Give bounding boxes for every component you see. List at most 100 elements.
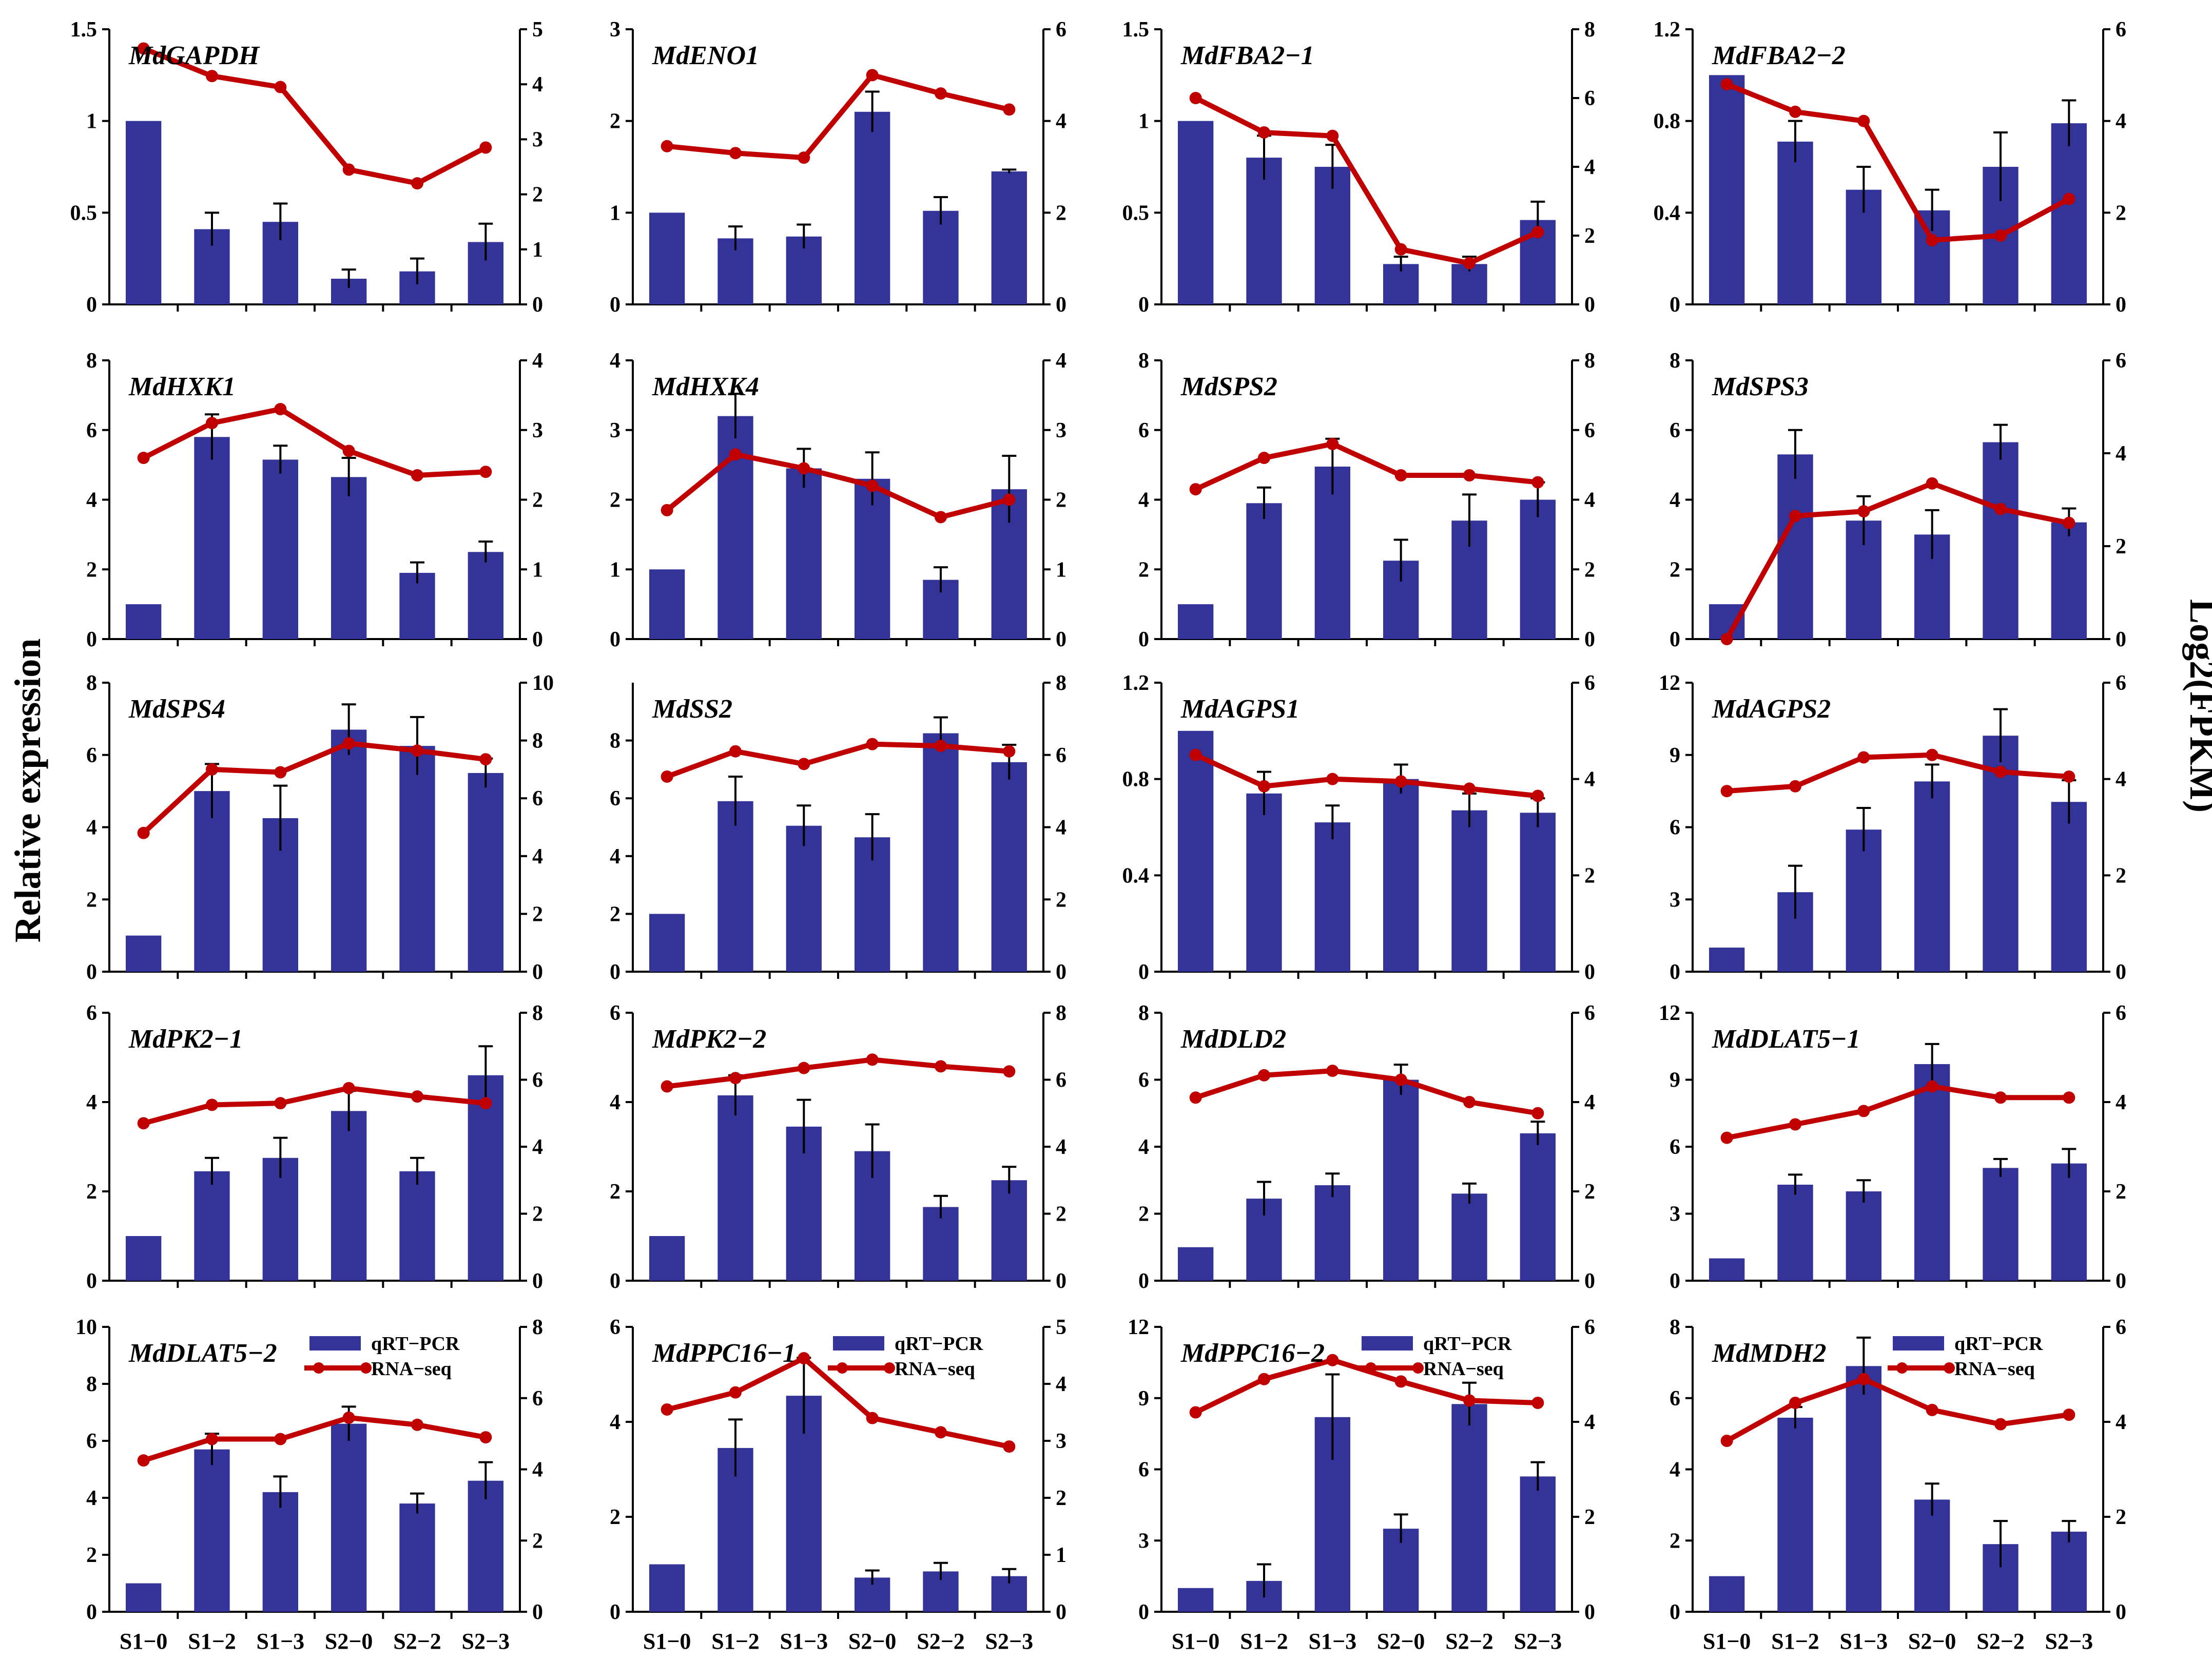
panel-title: MdHXK1 bbox=[128, 372, 236, 401]
y-tick-label-right: 4 bbox=[1584, 1411, 1595, 1434]
bar bbox=[1709, 948, 1745, 972]
y-tick-label-left: 6 bbox=[86, 1001, 97, 1025]
chart-panel: 0 3 6 9 12 0 2 4 6 MdAGPS2 bbox=[1659, 671, 2126, 984]
panel-title: MdDLAT5−2 bbox=[128, 1339, 277, 1368]
bar bbox=[1451, 810, 1487, 972]
line-point bbox=[935, 87, 947, 100]
line-series bbox=[666, 1356, 1010, 1449]
y-tick-label-right: 4 bbox=[532, 845, 543, 869]
y-tick-label-left: 8 bbox=[610, 729, 620, 753]
bar bbox=[1709, 75, 1745, 305]
y-tick-label-left: 4 bbox=[1670, 1458, 1680, 1482]
y-tick-label-right: 2 bbox=[2116, 535, 2126, 558]
chart-panel: 0 2 4 6 8 0 2 4 6 8 10 MdSPS4 bbox=[86, 671, 554, 984]
line-series bbox=[143, 1085, 486, 1126]
bar bbox=[1178, 1588, 1214, 1612]
y-tick-label-left: 2 bbox=[1138, 1203, 1149, 1226]
y-tick-label-right: 2 bbox=[1056, 888, 1066, 912]
y-tick-label-right: 2 bbox=[1056, 1203, 1066, 1226]
x-tick-label: S1−0 bbox=[1703, 1629, 1751, 1654]
bar bbox=[1383, 1079, 1419, 1281]
y-tick-label-right: 2 bbox=[532, 1529, 543, 1553]
y-tick-label-left: 8 bbox=[1670, 349, 1680, 373]
line-point bbox=[798, 1062, 810, 1074]
y-tick-label-right: 6 bbox=[1584, 671, 1595, 695]
line-series bbox=[143, 1415, 487, 1463]
bar bbox=[1314, 1185, 1350, 1281]
y-tick-label-right: 6 bbox=[2116, 1316, 2126, 1339]
y-tick-label-right: 0 bbox=[1056, 293, 1066, 317]
line-point bbox=[935, 740, 947, 753]
panel-title: MdHXK4 bbox=[652, 372, 759, 401]
y-tick-label-right: 0 bbox=[532, 1600, 543, 1624]
chart-panel: 0 1 2 3 0 2 4 6 MdENO1 bbox=[610, 18, 1066, 317]
bar bbox=[331, 1111, 367, 1281]
y-tick-label-right: 2 bbox=[2116, 1506, 2126, 1529]
y-tick-label-right: 2 bbox=[532, 1203, 543, 1226]
y-tick-label-left: 8 bbox=[1670, 1316, 1680, 1339]
panel-title: MdPPC16−2 bbox=[1180, 1339, 1325, 1368]
bar bbox=[1777, 454, 1813, 639]
y-tick-label-left: 3 bbox=[1670, 888, 1680, 912]
panel-title: MdGAPDH bbox=[128, 41, 260, 70]
legend-swatch-bar bbox=[833, 1336, 884, 1351]
bar bbox=[1520, 1476, 1556, 1612]
x-tick-label: S1−0 bbox=[1172, 1629, 1220, 1654]
y-tick-label-right: 4 bbox=[1056, 1135, 1066, 1159]
y-tick-label-right: 6 bbox=[532, 1387, 543, 1411]
line-point bbox=[206, 70, 218, 83]
y-tick-label-right: 2 bbox=[532, 902, 543, 926]
line-point bbox=[1394, 243, 1407, 256]
y-tick-label-left: 1 bbox=[610, 558, 620, 582]
legend-swatch-marker bbox=[1896, 1362, 1908, 1374]
line-point bbox=[137, 826, 150, 839]
y-tick-label-left: 0 bbox=[1138, 1600, 1149, 1624]
panel-title: MdPK2−2 bbox=[652, 1025, 766, 1054]
y-tick-label-left: 4 bbox=[1138, 489, 1149, 512]
chart-panel: 0 3 6 9 12 0 2 4 6 MdDLAT5−1 bbox=[1659, 1001, 2126, 1293]
y-tick-label-left: 3 bbox=[610, 419, 620, 442]
line-point bbox=[866, 69, 879, 82]
bar bbox=[1246, 158, 1282, 304]
bar bbox=[1314, 822, 1350, 972]
line-point bbox=[1326, 1065, 1339, 1077]
y-tick-label-left: 6 bbox=[1138, 1069, 1149, 1092]
y-tick-label-right: 5 bbox=[532, 18, 543, 42]
legend-swatch-bar bbox=[1362, 1336, 1413, 1351]
y-tick-label-left: 0 bbox=[1670, 1600, 1680, 1624]
y-tick-label-left: 3 bbox=[1138, 1529, 1149, 1553]
y-tick-label-right: 4 bbox=[1584, 156, 1595, 179]
line-point bbox=[1326, 129, 1339, 142]
x-tick-label: S1−3 bbox=[1309, 1629, 1357, 1654]
y-tick-label-left: 4 bbox=[610, 349, 620, 373]
y-tick-label-right: 3 bbox=[1056, 419, 1066, 442]
bar bbox=[649, 569, 685, 639]
line-point bbox=[342, 1082, 355, 1094]
legend-label-line: RNA−seq bbox=[371, 1358, 452, 1380]
line-point bbox=[206, 417, 218, 430]
y-tick-label-right: 4 bbox=[532, 1135, 543, 1159]
line-point bbox=[1926, 748, 1938, 761]
line-point bbox=[1003, 745, 1016, 758]
y-tick-label-left: 2 bbox=[86, 1180, 97, 1204]
y-tick-label-left: 10 bbox=[75, 1316, 97, 1339]
line-point bbox=[729, 1386, 742, 1399]
y-tick-label-left: 6 bbox=[1670, 1387, 1680, 1411]
chart-panel: 0 2 4 6 8 0 2 4 6 S1−0 S1−2 S1−3 S2−0 S2−2 S2−3 MdMDH2 q… bbox=[1670, 1316, 2126, 1654]
y-tick-label-right: 0 bbox=[2116, 960, 2126, 984]
line-point bbox=[1994, 503, 2007, 515]
y-tick-label-right: 4 bbox=[2116, 442, 2126, 466]
bar bbox=[331, 1423, 367, 1612]
y-tick-label-right: 10 bbox=[532, 671, 554, 695]
legend-label-line: RNA−seq bbox=[1423, 1358, 1504, 1380]
bar bbox=[1914, 781, 1950, 972]
y-tick-label-left: 0.5 bbox=[1122, 201, 1150, 225]
y-tick-label-left: 4 bbox=[610, 1411, 620, 1434]
line-point bbox=[1531, 789, 1544, 802]
panel-title: MdPPC16−1 bbox=[652, 1339, 796, 1368]
line-point bbox=[661, 504, 673, 516]
bar bbox=[262, 1492, 298, 1612]
line-point bbox=[935, 511, 947, 524]
bar bbox=[1246, 503, 1282, 639]
line-point bbox=[1789, 780, 1801, 793]
